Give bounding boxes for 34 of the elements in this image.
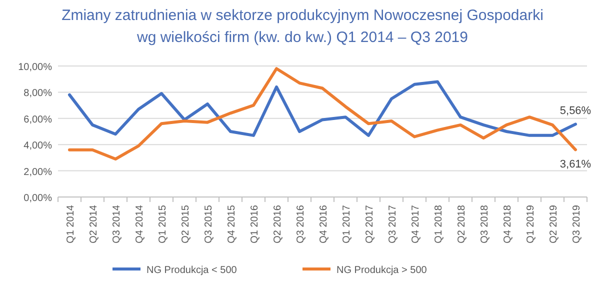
chart-title: Zmiany zatrudnienia w sektorze produkcyjnym Nowoczesnej Gospodarki wg wielkości firm (kw. do kw.) Q1 2014 – Q3 2019 <box>62 7 544 46</box>
x-tick-label: Q4 2017 <box>410 204 422 244</box>
x-tick-label: Q1 2018 <box>434 204 444 244</box>
x-tick-label: Q3 2017 <box>388 204 398 244</box>
y-tick-label: 4,00% <box>24 140 52 152</box>
x-tick-label: Q2 2018 <box>456 204 468 244</box>
x-tick-label: Q2 2017 <box>364 204 376 244</box>
x-tick-label: Q3 2019 <box>572 204 582 244</box>
y-tick-label: 6,00% <box>24 114 52 126</box>
x-tick-label: Q1 2014 <box>66 204 76 244</box>
x-tick-label: Q3 2014 <box>112 204 122 244</box>
x-tick-label: Q2 2015 <box>180 204 192 244</box>
x-tick-label: Q1 2017 <box>342 204 352 244</box>
x-tick-label: Q2 2014 <box>88 204 100 244</box>
legend-label: NG Produkcja > 500 <box>336 265 428 276</box>
x-tick-label: Q1 2016 <box>250 204 260 244</box>
x-tick-label: Q2 2019 <box>548 204 560 244</box>
x-tick-label: Q4 2016 <box>318 204 330 244</box>
x-tick-label: Q4 2018 <box>502 204 514 244</box>
y-tick-label: 8,00% <box>24 88 52 100</box>
x-tick-label: Q1 2019 <box>526 204 536 244</box>
x-tick-label: Q3 2016 <box>296 204 306 244</box>
x-tick-label: Q1 2015 <box>158 204 168 244</box>
x-tick-label: Q4 2014 <box>134 204 146 244</box>
legend-label: NG Produkcja < 500 <box>146 265 238 276</box>
data-label: 5,56% <box>560 105 592 118</box>
y-tick-label: 10,00% <box>18 62 52 73</box>
y-tick-label: 0,00% <box>24 193 52 204</box>
x-tick-label: Q4 2015 <box>226 204 238 244</box>
x-tick-label: Q3 2015 <box>204 204 214 244</box>
data-label: 3,61% <box>560 158 592 171</box>
x-tick-label: Q2 2016 <box>272 204 284 244</box>
y-tick-label: 2,00% <box>24 166 52 178</box>
x-tick-label: Q3 2018 <box>480 204 490 244</box>
